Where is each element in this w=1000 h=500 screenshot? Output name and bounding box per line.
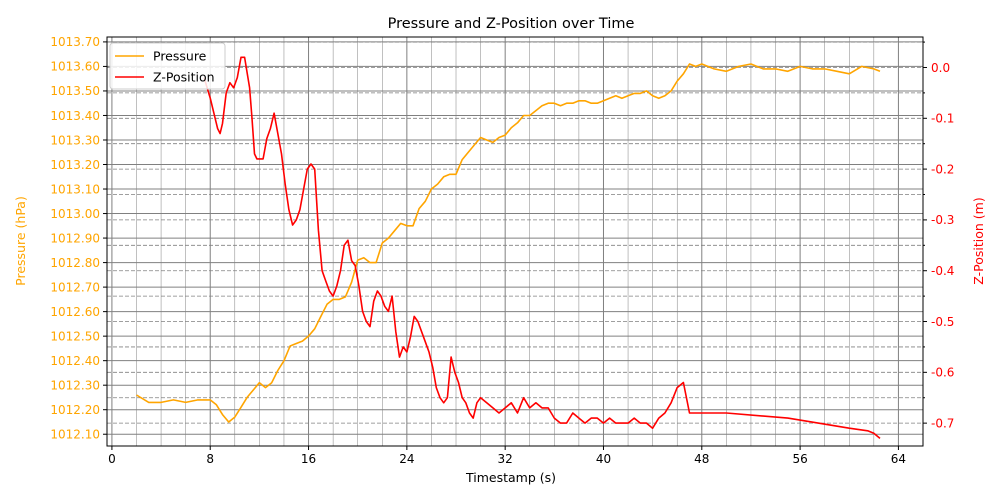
- left-y-tick-label: 1013.20: [50, 158, 100, 172]
- left-y-tick-label: 1012.90: [50, 231, 100, 245]
- z-position-line: [203, 56, 881, 440]
- left-y-tick-label: 1013.50: [50, 84, 100, 98]
- plot-area: [107, 37, 923, 446]
- legend: Pressure Z-Position: [109, 42, 226, 90]
- right-y-tick-label: -0.5: [931, 315, 954, 329]
- x-tick-label: 24: [399, 452, 414, 466]
- right-y-tick-label: -0.4: [931, 264, 954, 278]
- left-y-tick-label: 1012.20: [50, 403, 100, 417]
- x-tick-label: 16: [301, 452, 316, 466]
- left-y-tick-label: 1013.30: [50, 133, 100, 147]
- left-y-tick-label: 1012.40: [50, 354, 100, 368]
- x-tick-label: 8: [206, 452, 214, 466]
- left-y-tick-label: 1013.70: [50, 35, 100, 49]
- x-gridlines: [111, 37, 899, 446]
- left-y-tick-label: 1012.70: [50, 280, 100, 294]
- left-y-tick-label: 1012.50: [50, 329, 100, 343]
- x-axis-label: Timestamp (s): [465, 470, 556, 485]
- left-y-tick-label: 1012.10: [50, 428, 100, 442]
- x-tick-label: 32: [498, 452, 513, 466]
- left-y-tick-label: 1013.40: [50, 109, 100, 123]
- right-y-tick-label: -0.3: [931, 213, 954, 227]
- left-y-tick-label: 1013.60: [50, 60, 100, 74]
- chart-title: Pressure and Z-Position over Time: [388, 16, 635, 32]
- x-tick-label: 64: [891, 452, 906, 466]
- x-axis: 0 8 16 24 32 40 48 56 64: [108, 446, 906, 466]
- left-y-tick-label: 1013.00: [50, 207, 100, 221]
- right-y-axis: 0.0 -0.1 -0.2 -0.3 -0.4 -0.5 -0.6 -0.7: [923, 41, 954, 430]
- right-y-tick-label: -0.2: [931, 162, 954, 176]
- legend-pressure-label: Pressure: [153, 49, 207, 64]
- x-tick-label: 56: [792, 452, 807, 466]
- left-y-axis-label: Pressure (hPa): [13, 196, 28, 286]
- legend-zposition-label: Z-Position: [153, 70, 215, 85]
- right-y-axis-label: Z-Position (m): [971, 197, 986, 284]
- left-y-tick-label: 1012.80: [50, 256, 100, 270]
- x-tick-label: 0: [108, 452, 116, 466]
- right-y-tick-label: -0.7: [931, 416, 954, 430]
- plot-frame: [106, 36, 924, 447]
- left-y-tick-label: 1012.60: [50, 305, 100, 319]
- left-y-tick-label: 1013.10: [50, 182, 100, 196]
- right-y-tick-label: -0.6: [931, 366, 954, 380]
- left-y-gridlines: [107, 41, 923, 435]
- right-y-gridlines: [107, 41, 923, 424]
- left-y-axis: 1012.10 1012.20 1012.30 1012.40 1012.50 1012.…: [50, 35, 107, 442]
- right-y-tick-label: 0.0: [931, 61, 950, 75]
- x-tick-label: 48: [694, 452, 709, 466]
- left-y-tick-label: 1012.30: [50, 378, 100, 392]
- pressure-line: [136, 63, 881, 423]
- right-y-tick-label: -0.1: [931, 112, 954, 126]
- x-tick-label: 40: [596, 452, 611, 466]
- series-layer: [136, 56, 881, 440]
